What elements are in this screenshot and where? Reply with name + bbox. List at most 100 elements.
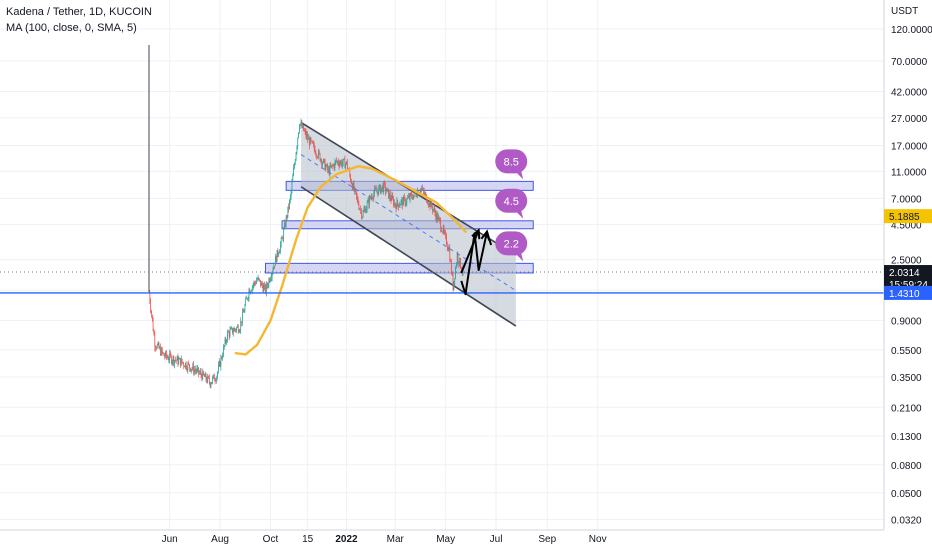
candle-body	[329, 165, 331, 175]
price-badge-label: 5.1885	[889, 212, 920, 223]
candle-body	[423, 191, 425, 195]
candle-body	[449, 247, 451, 262]
candle-body	[408, 196, 410, 200]
candle-body	[215, 380, 217, 382]
candle-body	[401, 199, 403, 201]
candle-body	[228, 332, 230, 337]
x-tick-label: 2022	[335, 534, 358, 545]
candle-body	[427, 203, 429, 205]
candle-body	[352, 183, 354, 190]
candle-body	[156, 344, 158, 349]
candle-body	[175, 360, 177, 361]
annot-layer: 8.5 4.5 2.2	[0, 45, 884, 296]
candle-body	[185, 363, 186, 368]
candle-body	[240, 321, 242, 331]
candle-body	[342, 163, 343, 166]
candle-body	[204, 373, 206, 377]
candle-body	[188, 363, 190, 365]
candle-body	[396, 200, 398, 210]
candle-body	[263, 286, 265, 292]
candle-body	[371, 196, 373, 198]
candle-body	[192, 364, 194, 369]
candle-body	[173, 356, 175, 365]
candle-body	[355, 188, 356, 192]
candle-body	[189, 367, 191, 372]
candle-body	[429, 200, 431, 208]
y-tick-label: 0.2100	[891, 403, 922, 414]
candle-body	[460, 267, 462, 271]
candle-body	[292, 175, 294, 183]
candle-body	[420, 188, 422, 193]
candle-body	[237, 326, 239, 333]
candle-body	[384, 182, 385, 185]
x-tick-label: Aug	[211, 534, 229, 545]
candle-body	[149, 292, 151, 302]
candle-body	[180, 358, 181, 366]
channel-lower-line	[300, 186, 517, 327]
candle-body	[232, 327, 233, 334]
candle-body	[244, 305, 246, 312]
candle-body	[253, 281, 255, 286]
candle-body	[290, 190, 292, 197]
candle-body	[151, 314, 153, 320]
zone-label-bubble	[495, 231, 528, 256]
candle-body	[160, 347, 161, 356]
candle-body	[375, 189, 377, 192]
y-tick-label: 0.3500	[891, 373, 922, 384]
candle-body	[447, 247, 449, 251]
candle-body	[380, 185, 381, 194]
candle-body	[159, 347, 161, 349]
candle-body	[400, 200, 402, 205]
candle-body	[459, 258, 461, 265]
candle-body	[403, 196, 404, 206]
candle-body	[402, 199, 404, 206]
candle-body	[364, 208, 366, 211]
candle-body	[384, 184, 386, 192]
candle-body	[359, 208, 361, 210]
candle-body	[399, 204, 401, 206]
candle-body	[163, 352, 165, 357]
candle-body	[212, 377, 213, 383]
candle-body	[298, 132, 299, 138]
candle-body	[378, 187, 380, 195]
x-tick-label: Mar	[387, 534, 405, 545]
candle-body	[153, 330, 155, 335]
y-tick-label: 11.0000	[891, 167, 927, 178]
candle-body	[222, 356, 223, 359]
zone-label-tail	[515, 253, 524, 262]
candle-body	[283, 228, 285, 240]
candle-body	[346, 161, 347, 164]
candle-body	[308, 138, 310, 146]
candle-body	[242, 311, 244, 313]
candle-body	[415, 192, 417, 196]
candle-body	[383, 182, 385, 192]
candle-body	[229, 329, 231, 337]
candle-body	[437, 216, 439, 221]
candle-body	[275, 256, 276, 266]
candle-body	[205, 373, 207, 380]
candle-body	[324, 159, 326, 170]
candle-body	[405, 202, 407, 205]
candle-body	[440, 220, 442, 230]
y-tick-label: 0.0800	[891, 461, 922, 472]
candle-body	[230, 328, 232, 330]
candle-body	[345, 163, 347, 169]
candle-body	[181, 358, 183, 363]
candle-body	[255, 282, 256, 284]
candle-body	[326, 164, 328, 167]
candle-body	[313, 144, 315, 149]
candle-body	[218, 361, 220, 366]
candle-body	[323, 159, 325, 161]
candle-body	[442, 227, 444, 233]
y-tick-label: 0.0320	[891, 515, 922, 526]
candle-body	[407, 197, 408, 199]
price-badge	[884, 209, 932, 224]
candle-body	[443, 227, 445, 232]
candle-body	[199, 372, 200, 374]
candle-body	[259, 279, 261, 281]
candle-body	[313, 143, 314, 145]
y-tick-label: 0.9000	[891, 317, 922, 328]
candle-body	[436, 213, 437, 220]
candle-body	[361, 209, 362, 218]
